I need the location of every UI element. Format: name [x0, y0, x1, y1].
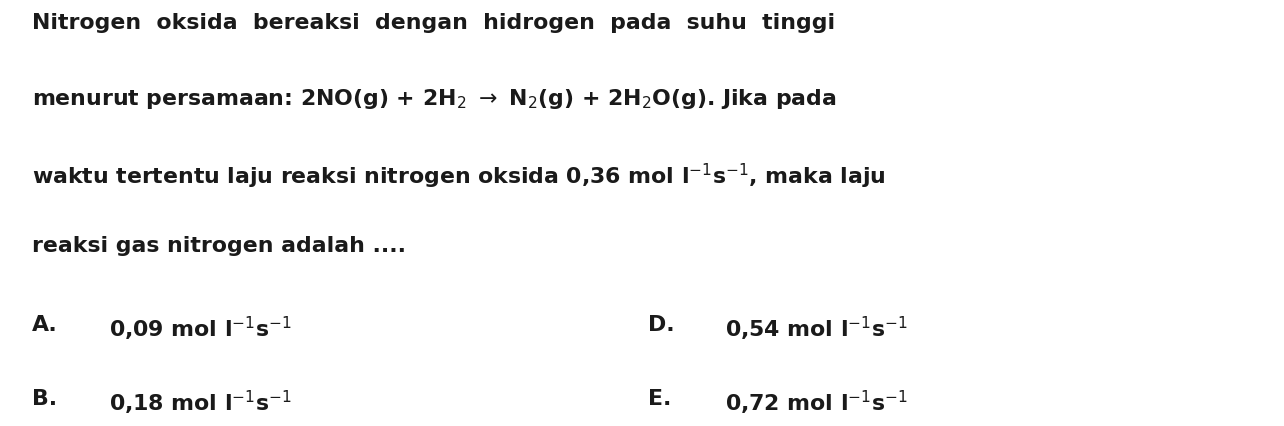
Text: menurut persamaan: 2NO(g) + 2H$_2$ $\rightarrow$ N$_2$(g) + 2H$_2$O(g). Jika pad: menurut persamaan: 2NO(g) + 2H$_2$ $\rig… — [32, 87, 837, 111]
Text: 0,54 mol l$^{-1}$s$^{-1}$: 0,54 mol l$^{-1}$s$^{-1}$ — [725, 315, 908, 343]
Text: 0,09 mol l$^{-1}$s$^{-1}$: 0,09 mol l$^{-1}$s$^{-1}$ — [109, 315, 291, 343]
Text: reaksi gas nitrogen adalah ....: reaksi gas nitrogen adalah .... — [32, 236, 406, 256]
Text: Nitrogen  oksida  bereaksi  dengan  hidrogen  pada  suhu  tinggi: Nitrogen oksida bereaksi dengan hidrogen… — [32, 13, 835, 33]
Text: waktu tertentu laju reaksi nitrogen oksida 0,36 mol l$^{-1}$s$^{-1}$, maka laju: waktu tertentu laju reaksi nitrogen oksi… — [32, 162, 886, 191]
Text: B.: B. — [32, 389, 58, 409]
Text: A.: A. — [32, 315, 58, 335]
Text: D.: D. — [648, 315, 675, 335]
Text: 0,72 mol l$^{-1}$s$^{-1}$: 0,72 mol l$^{-1}$s$^{-1}$ — [725, 389, 908, 417]
Text: E.: E. — [648, 389, 672, 409]
Text: 0,18 mol l$^{-1}$s$^{-1}$: 0,18 mol l$^{-1}$s$^{-1}$ — [109, 389, 291, 417]
